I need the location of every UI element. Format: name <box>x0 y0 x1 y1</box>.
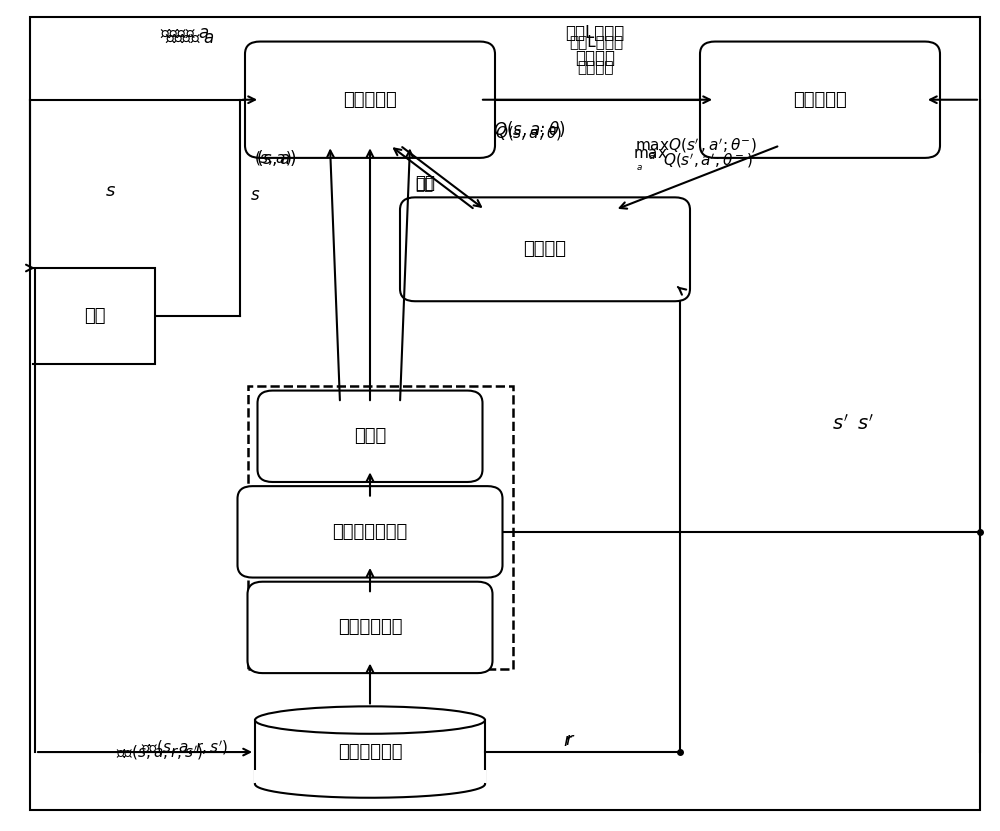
Bar <box>255 720 485 784</box>
Text: 归一化: 归一化 <box>354 427 386 445</box>
Text: 选择动作 $a$: 选择动作 $a$ <box>160 24 210 42</box>
FancyBboxPatch shape <box>400 198 690 302</box>
FancyBboxPatch shape <box>248 582 492 673</box>
FancyBboxPatch shape <box>238 486 502 578</box>
Text: 拷贝参数: 拷贝参数 <box>575 49 615 67</box>
Text: 经验回放单元: 经验回放单元 <box>338 743 402 761</box>
Text: $Q(s,a;\theta)$: $Q(s,a;\theta)$ <box>495 124 562 142</box>
Text: 梯度: 梯度 <box>415 174 435 192</box>
Text: $(s, a)$: $(s, a)$ <box>256 148 297 168</box>
Text: $_a$: $_a$ <box>636 160 643 173</box>
Text: $Q(s, a; \theta)$: $Q(s, a; \theta)$ <box>493 119 566 139</box>
Text: 目标值网络: 目标值网络 <box>793 91 847 109</box>
Text: $s'$: $s'$ <box>832 414 848 434</box>
Text: $s$: $s$ <box>250 186 260 204</box>
Text: 每隔L时间步: 每隔L时间步 <box>565 24 625 42</box>
Text: 环境: 环境 <box>84 307 106 325</box>
FancyBboxPatch shape <box>257 391 482 482</box>
Text: 存放$(s,a,r,s')$: 存放$(s,a,r,s')$ <box>116 744 204 762</box>
FancyBboxPatch shape <box>700 42 940 158</box>
Text: 存放$(s, a, r, s')$: 存放$(s, a, r, s')$ <box>141 739 229 757</box>
Text: $(s,a)$: $(s,a)$ <box>254 149 292 167</box>
Text: 误差函数: 误差函数 <box>524 240 566 258</box>
Bar <box>35 268 155 364</box>
Text: $Q(s',a';\theta^-)$: $Q(s',a';\theta^-)$ <box>663 151 753 170</box>
Text: 拷贝参数: 拷贝参数 <box>578 61 614 76</box>
Text: $\max_{a} Q(s', a'; \theta^{-})$: $\max_{a} Q(s', a'; \theta^{-})$ <box>635 136 757 163</box>
Text: 梯度: 梯度 <box>415 177 433 192</box>
Ellipse shape <box>255 706 485 734</box>
Text: 选择动作 $a$: 选择动作 $a$ <box>165 28 215 47</box>
Text: 每隔L时间步: 每隔L时间步 <box>569 34 623 49</box>
Text: 提取样本特征: 提取样本特征 <box>338 618 402 637</box>
Text: $r$: $r$ <box>563 732 573 750</box>
Text: 当前值网络: 当前值网络 <box>343 91 397 109</box>
Bar <box>254 770 486 784</box>
FancyBboxPatch shape <box>245 42 495 158</box>
Bar <box>248 386 513 669</box>
Text: $s'$: $s'$ <box>857 414 873 434</box>
Text: $s$: $s$ <box>105 182 116 200</box>
Text: 计算样本优先级: 计算样本优先级 <box>332 523 408 541</box>
Text: $r$: $r$ <box>565 730 575 749</box>
Text: $\mathrm{max}$: $\mathrm{max}$ <box>633 146 668 161</box>
